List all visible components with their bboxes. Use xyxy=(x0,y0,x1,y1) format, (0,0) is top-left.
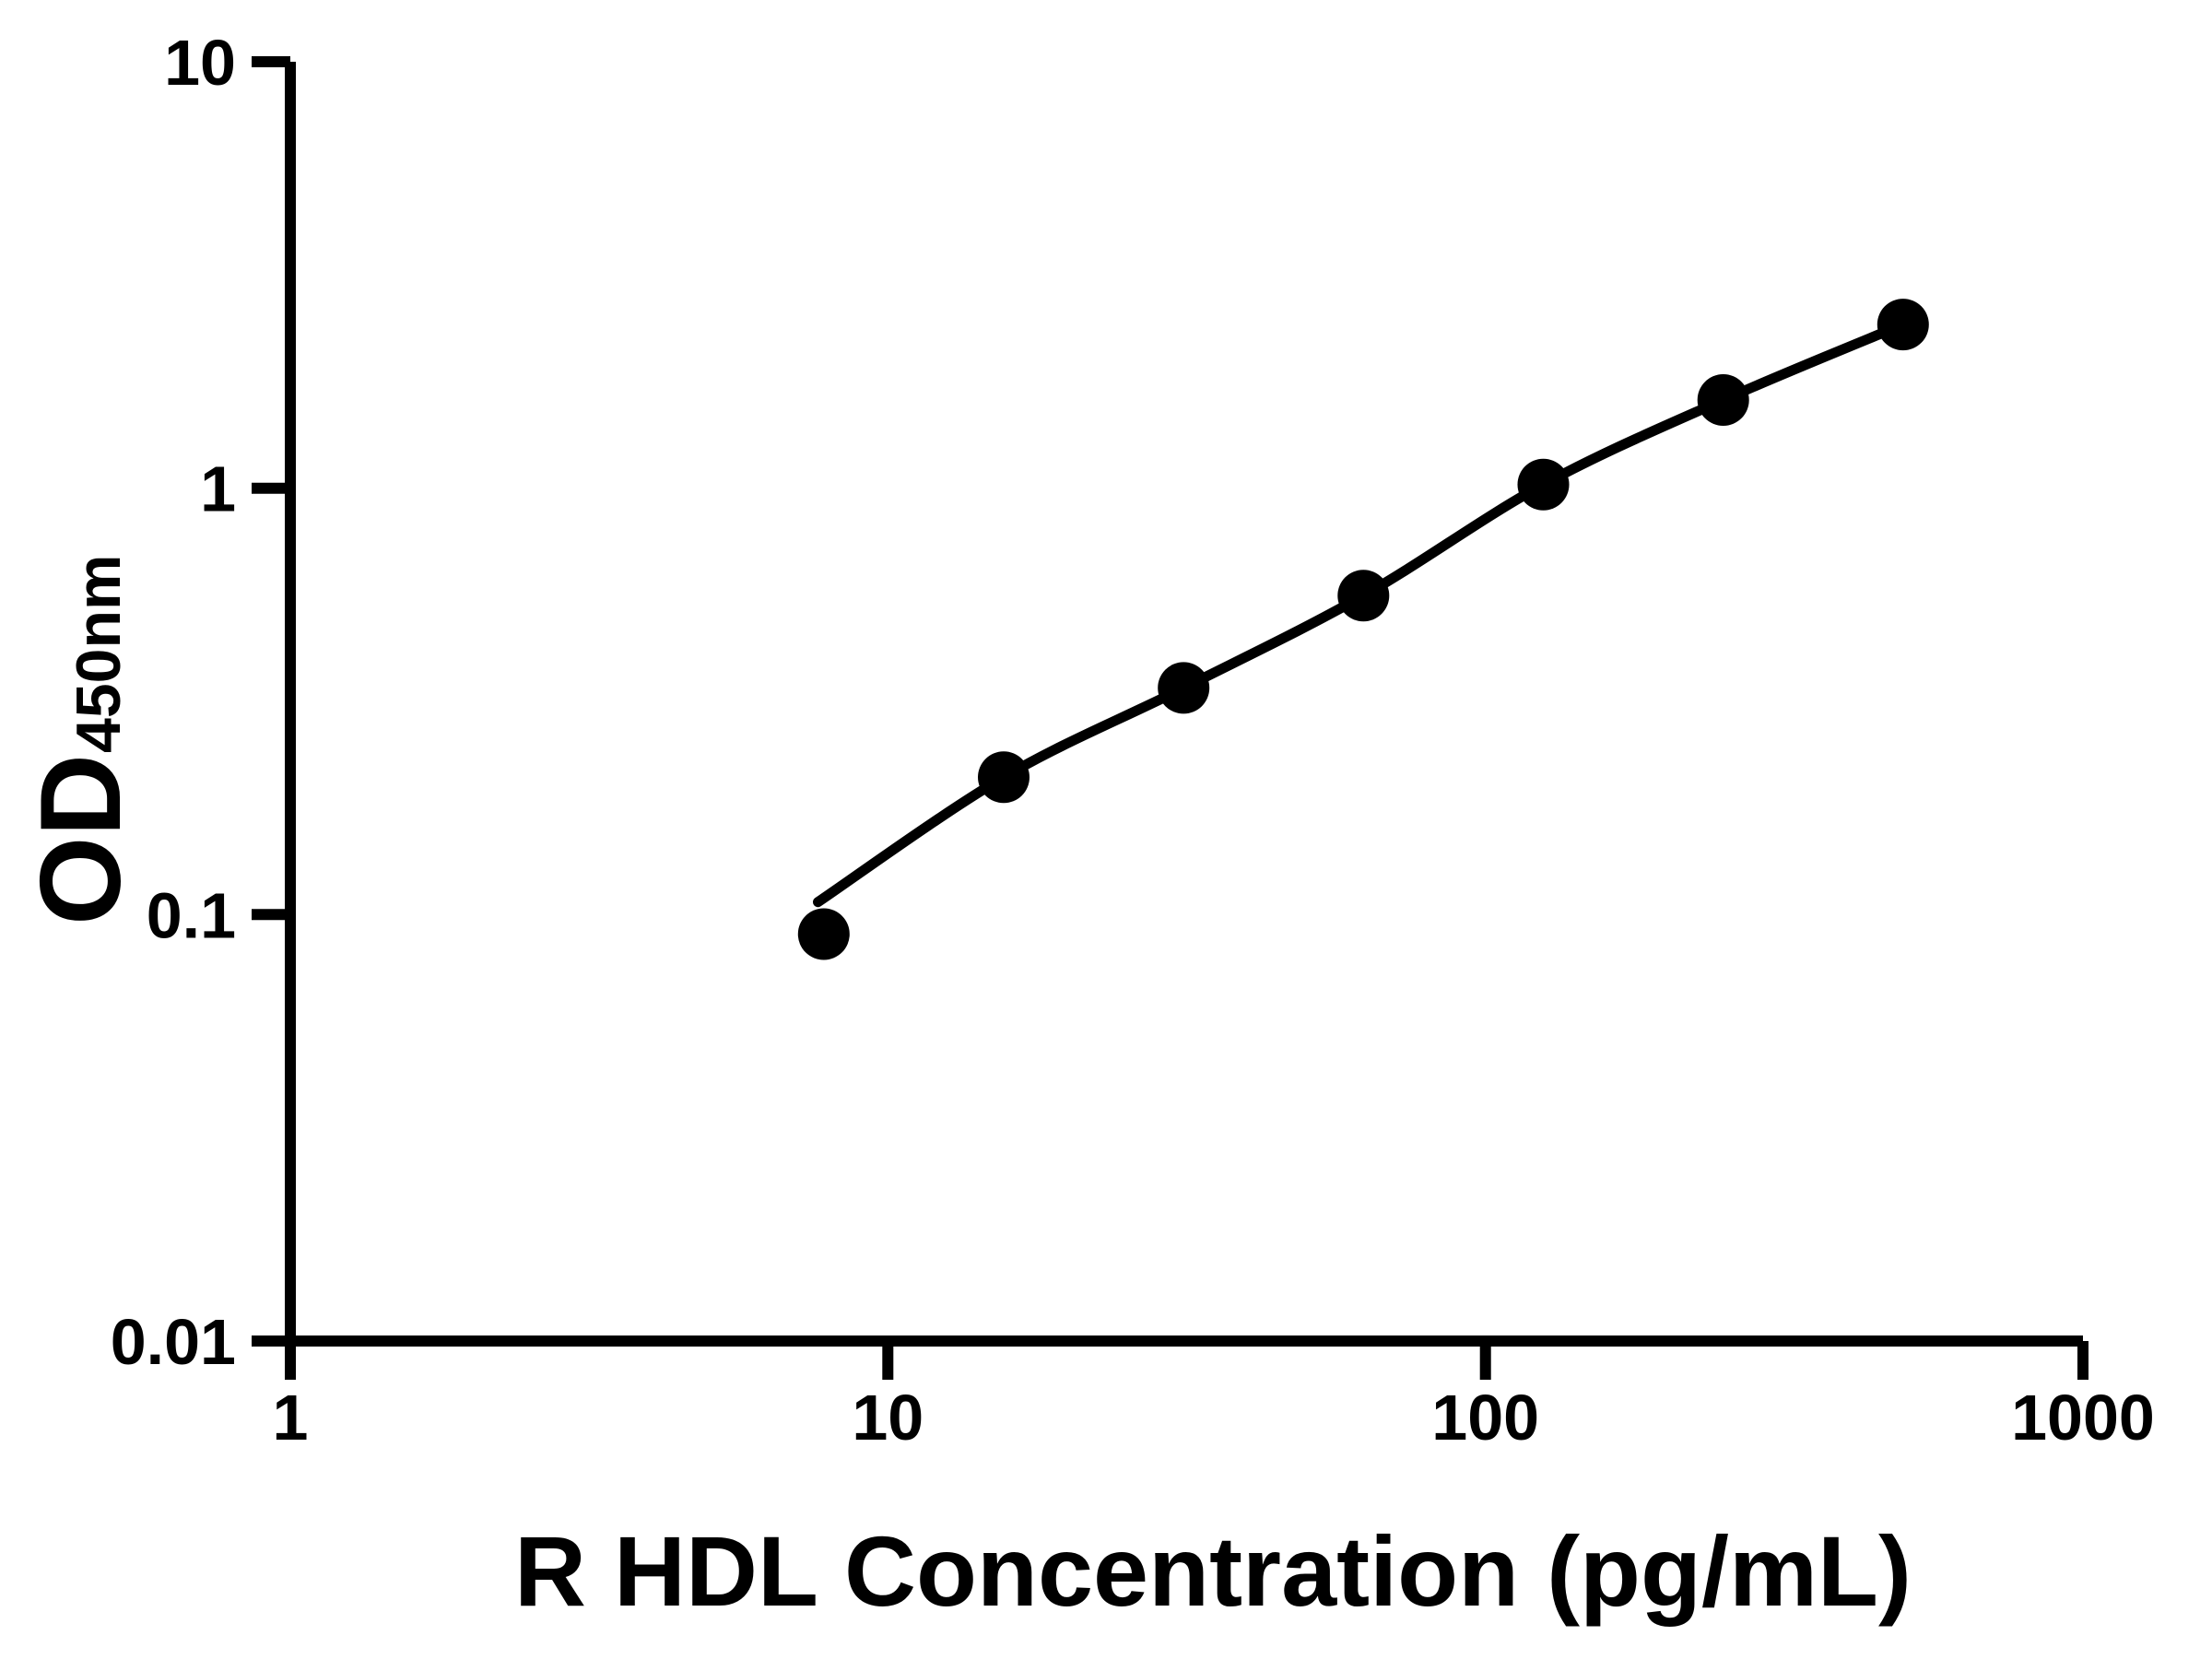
x-tick-label: 1000 xyxy=(2011,1382,2155,1453)
data-point-marker xyxy=(1517,458,1570,511)
data-point-marker xyxy=(1158,662,1210,714)
data-point-marker xyxy=(1697,374,1749,426)
y-tick-label: 0.1 xyxy=(147,879,236,951)
x-tick-label: 100 xyxy=(1431,1382,1539,1453)
y-tick-label: 1 xyxy=(200,453,236,525)
y-tick-label: 10 xyxy=(164,27,236,99)
axis-lines-and-ticks xyxy=(252,56,2088,1380)
x-axis-title: R HDL Concentration (pg/mL) xyxy=(514,1515,1912,1627)
data-point-marker xyxy=(1877,299,1929,351)
y-tick-label: 0.01 xyxy=(111,1306,236,1378)
y-axis-title-sub: 450nm xyxy=(64,555,134,753)
x-tick-label: 10 xyxy=(852,1382,924,1453)
y-axis-tick-labels: 10 1 0.1 0.01 xyxy=(111,27,236,1378)
data-points xyxy=(797,299,1929,960)
data-point-marker xyxy=(978,751,1030,804)
axes xyxy=(252,56,2088,1380)
data-point-marker xyxy=(797,908,850,960)
x-axis-tick-labels: 1 10 100 1000 xyxy=(273,1382,2155,1453)
x-tick-label: 1 xyxy=(273,1382,309,1453)
y-axis-title-main: OD xyxy=(18,754,145,925)
data-point-marker xyxy=(1337,570,1390,622)
